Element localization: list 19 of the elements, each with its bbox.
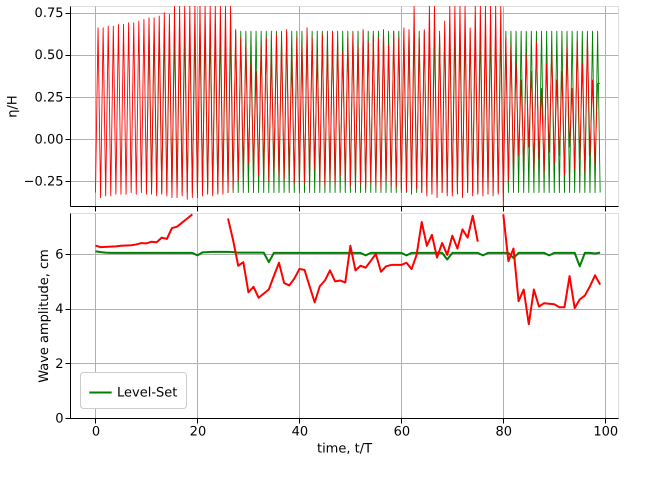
legend-label: Level-Set: [117, 386, 178, 400]
y-tick-label: 0.75: [34, 6, 64, 22]
x-tick-label: 80: [496, 424, 512, 440]
y-tick-label: 0.25: [34, 90, 64, 106]
y-axis-title: η/H: [6, 95, 21, 118]
y-axis-title: Wave amplitude, cm: [37, 249, 52, 383]
x-tick-label: 20: [190, 424, 206, 440]
y-tick-label: 2: [55, 356, 64, 372]
x-tick-label: 0: [92, 424, 100, 440]
y-tick-label: 4: [55, 302, 64, 318]
y-tick-label: 0: [55, 412, 64, 426]
y-tick-label: 0.00: [34, 132, 64, 148]
y-tick-label: 6: [55, 248, 64, 262]
x-tick-label: 60: [394, 424, 410, 440]
x-axis-title: time, t/T: [316, 442, 372, 456]
x-tick-label: 100: [593, 424, 618, 440]
y-tick-label: −0.25: [24, 174, 64, 190]
x-tick-label: 40: [292, 424, 308, 440]
y-tick-label: 0.50: [34, 48, 64, 64]
